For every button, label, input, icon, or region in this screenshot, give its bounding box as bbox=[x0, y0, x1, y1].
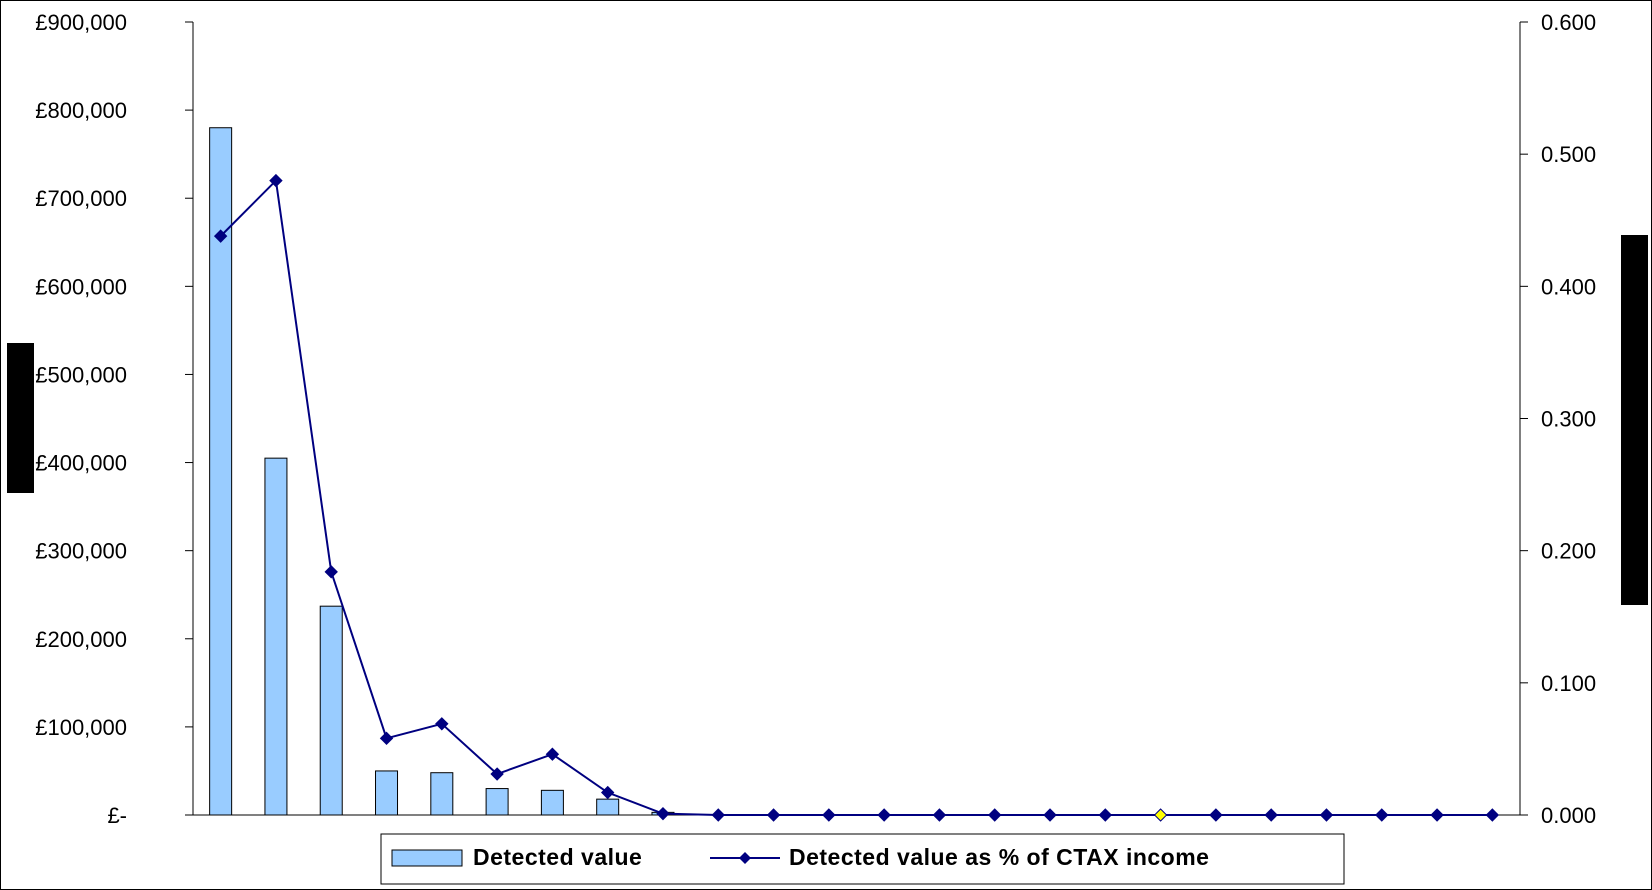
right-tick-label: 0.200 bbox=[1541, 539, 1596, 564]
left-tick-label: £800,000 bbox=[35, 98, 127, 123]
line-point bbox=[656, 806, 670, 821]
line-point bbox=[600, 785, 615, 800]
left-tick-label: £300,000 bbox=[35, 539, 127, 564]
line-point bbox=[435, 717, 449, 731]
legend-bar-label: Detected value bbox=[473, 844, 642, 870]
bar bbox=[596, 798, 620, 816]
legend-line-label: Detected value as % of CTAX income bbox=[789, 844, 1209, 870]
left-axis-title-redaction bbox=[7, 343, 34, 493]
legend-bar-swatch bbox=[391, 849, 463, 867]
legend: Detected value Detected value as % of CTA… bbox=[380, 833, 1345, 885]
left-tick-label: £200,000 bbox=[35, 627, 127, 652]
bar bbox=[264, 457, 288, 816]
right-tick-label: 0.400 bbox=[1541, 274, 1596, 299]
line-point bbox=[1319, 808, 1334, 822]
right-y-axis: 0.600 0.500 0.400 0.300 0.200 0.100 0.000 bbox=[1519, 10, 1596, 828]
line-point bbox=[545, 747, 560, 761]
bar bbox=[375, 770, 399, 816]
line-point bbox=[213, 229, 228, 243]
redactions bbox=[7, 235, 1648, 605]
line-point bbox=[822, 808, 836, 822]
legend-box bbox=[380, 833, 1345, 885]
left-tick-label: £- bbox=[107, 803, 127, 828]
left-tick-label: £500,000 bbox=[35, 362, 127, 387]
line-series bbox=[213, 173, 1500, 822]
bar bbox=[485, 788, 509, 816]
left-tick-label: £600,000 bbox=[35, 274, 127, 299]
line-point bbox=[269, 173, 283, 188]
left-y-axis: £900,000 £800,000 £700,000 £600,000 £500,000… bbox=[35, 10, 1520, 828]
right-tick-label: 0.300 bbox=[1541, 407, 1596, 432]
line-point bbox=[1153, 808, 1168, 822]
line-point bbox=[490, 767, 504, 781]
line-point bbox=[711, 808, 725, 822]
right-tick-label: 0.100 bbox=[1541, 671, 1596, 696]
line-point bbox=[1043, 808, 1057, 822]
right-tick-label: 0.500 bbox=[1541, 142, 1596, 167]
left-tick-label: £400,000 bbox=[35, 451, 127, 476]
bar bbox=[319, 605, 343, 816]
line-point bbox=[1209, 808, 1223, 822]
bar bbox=[209, 127, 233, 816]
right-tick-label: 0.000 bbox=[1541, 803, 1596, 828]
right-axis-title-redaction bbox=[1621, 235, 1648, 605]
line-path bbox=[219, 178, 1493, 816]
bar-series bbox=[209, 127, 675, 816]
line-point bbox=[1375, 808, 1389, 822]
right-tick-label: 0.600 bbox=[1541, 10, 1596, 35]
bar bbox=[540, 789, 564, 816]
line-point bbox=[324, 565, 338, 579]
line-point bbox=[932, 808, 947, 822]
legend-line-marker bbox=[739, 852, 751, 864]
left-tick-label: £700,000 bbox=[35, 186, 127, 211]
line-point bbox=[379, 731, 394, 746]
line-point bbox=[1430, 808, 1444, 822]
left-tick-label: £100,000 bbox=[35, 715, 127, 740]
line-point bbox=[877, 808, 891, 822]
line-point bbox=[1098, 808, 1113, 822]
left-tick-label: £900,000 bbox=[35, 10, 127, 35]
bar bbox=[430, 772, 454, 816]
line-point bbox=[766, 808, 781, 822]
line-point bbox=[1485, 808, 1500, 822]
line-point bbox=[988, 808, 1002, 822]
line-point bbox=[1264, 808, 1278, 822]
